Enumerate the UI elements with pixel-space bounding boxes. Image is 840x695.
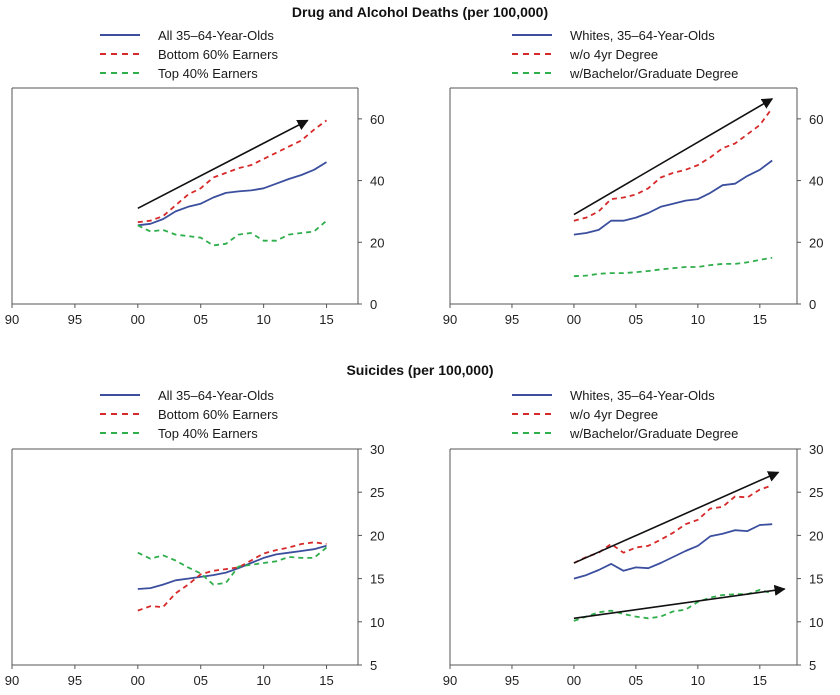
su-whites-ytick-label-5: 5 xyxy=(809,658,816,673)
da-all-xtick-label-1990: 90 xyxy=(5,312,19,327)
da-whites-xtick-label-2010: 10 xyxy=(691,312,705,327)
section-title-suicides: Suicides (per 100,000) xyxy=(346,362,493,378)
da-whites-ytick-label-0: 0 xyxy=(809,297,816,312)
su-all-ytick-label-25: 25 xyxy=(370,485,384,500)
su-whites-ytick-label-15: 15 xyxy=(809,572,823,587)
su-whites-xtick-label-2015: 15 xyxy=(753,673,767,688)
su-whites-legend-label-w-o-4yr-degree: w/o 4yr Degree xyxy=(569,407,658,422)
su-all-xtick-label-2015: 15 xyxy=(319,673,333,688)
su-all-xtick-label-2005: 05 xyxy=(193,673,207,688)
da-whites-series-whites-35-64-year-olds xyxy=(573,159,773,236)
panel-suicides-whites: 5 10 15 20 25 30 90 95 00 05 10 15 Whites, 35–64-Yea… xyxy=(443,388,824,688)
su-all-legend-label-bottom-60-earners: Bottom 60% Earners xyxy=(158,407,278,422)
da-all-series-all-35-64-year-olds xyxy=(137,161,327,227)
su-whites-series-w-o-4yr-degree xyxy=(573,484,773,564)
su-whites-legend-label-whites-35-64-year-olds: Whites, 35–64-Year-Olds xyxy=(570,388,715,403)
da-all-xtick-label-2000: 00 xyxy=(131,312,145,327)
da-whites-xtick-label-1995: 95 xyxy=(505,312,519,327)
su-all-series-top-40-earners xyxy=(137,546,328,586)
da-all-xtick-label-2015: 15 xyxy=(319,312,333,327)
su-whites-ytick-label-30: 30 xyxy=(809,442,823,457)
da-all-legend-label-all-35-64-year-olds: All 35–64-Year-Olds xyxy=(158,28,274,43)
su-whites-xtick-label-1995: 95 xyxy=(505,673,519,688)
da-whites-xtick-label-2005: 05 xyxy=(629,312,643,327)
su-whites-xtick-label-2000: 00 xyxy=(567,673,581,688)
su-all-xtick-label-2000: 00 xyxy=(131,673,145,688)
da-all-ytick-label-40: 40 xyxy=(370,174,384,189)
da-all-series-bottom-60-earners xyxy=(137,119,328,224)
su-all-series-all-35-64-year-olds xyxy=(137,544,327,590)
su-all-legend-label-top-40-earners: Top 40% Earners xyxy=(158,426,258,441)
su-whites-ytick-label-10: 10 xyxy=(809,615,823,630)
da-whites-trend-arrow-1 xyxy=(573,98,774,216)
da-all-ytick-label-60: 60 xyxy=(370,112,384,127)
da-all-xtick-label-2005: 05 xyxy=(193,312,207,327)
da-whites-legend-label-w-bachelor-graduate-degree: w/Bachelor/Graduate Degree xyxy=(569,66,738,81)
su-whites-ytick-label-25: 25 xyxy=(809,485,823,500)
da-whites-xtick-label-2015: 15 xyxy=(753,312,767,327)
su-all-ytick-label-15: 15 xyxy=(370,572,384,587)
su-all-legend-label-all-35-64-year-olds: All 35–64-Year-Olds xyxy=(158,388,274,403)
su-all-ytick-label-10: 10 xyxy=(370,615,384,630)
su-all-ytick-label-20: 20 xyxy=(370,528,384,543)
su-whites-series-whites-35-64-year-olds xyxy=(573,523,773,580)
su-whites-xtick-label-2005: 05 xyxy=(629,673,643,688)
da-whites-ytick-label-60: 60 xyxy=(809,112,823,127)
da-all-legend-label-top-40-earners: Top 40% Earners xyxy=(158,66,258,81)
su-all-xtick-label-1995: 95 xyxy=(68,673,82,688)
da-whites-legend-label-w-o-4yr-degree: w/o 4yr Degree xyxy=(569,47,658,62)
da-all-ytick-label-20: 20 xyxy=(370,235,384,250)
da-whites-series-w-o-4yr-degree xyxy=(573,107,773,222)
su-whites-legend-label-w-bachelor-graduate-degree: w/Bachelor/Graduate Degree xyxy=(569,426,738,441)
su-whites-trend-arrow-1 xyxy=(573,471,780,564)
panel-suicides-all: 5 10 15 20 25 30 90 95 00 05 10 15 All 35–64-Year-Ol… xyxy=(5,388,385,688)
da-all-trend-arrow-1 xyxy=(137,119,309,210)
panel-drug-alcohol-all: 0 20 40 60 90 95 00 05 10 15 All 35–64-Year-Olds Bo… xyxy=(5,28,385,327)
da-all-series-top-40-earners xyxy=(137,220,328,247)
su-whites-xtick-label-2010: 10 xyxy=(691,673,705,688)
da-all-ytick-label-0: 0 xyxy=(370,297,377,312)
su-whites-trend-arrow-2 xyxy=(573,584,786,620)
da-whites-legend-label-whites-35-64-year-olds: Whites, 35–64-Year-Olds xyxy=(570,28,715,43)
su-whites-ytick-label-20: 20 xyxy=(809,528,823,543)
section-title-drug-alcohol: Drug and Alcohol Deaths (per 100,000) xyxy=(292,4,548,20)
panel-drug-alcohol-whites: 0 20 40 60 90 95 00 05 10 15 Whites, 35–64-Year-Ol… xyxy=(443,28,824,327)
su-all-series-bottom-60-earners xyxy=(137,541,327,612)
su-all-xtick-label-2010: 10 xyxy=(256,673,270,688)
su-all-ytick-label-5: 5 xyxy=(370,658,377,673)
da-whites-ytick-label-40: 40 xyxy=(809,174,823,189)
da-all-xtick-label-1995: 95 xyxy=(68,312,82,327)
su-whites-xtick-label-1990: 90 xyxy=(443,673,457,688)
da-all-xtick-label-2010: 10 xyxy=(256,312,270,327)
da-whites-xtick-label-1990: 90 xyxy=(443,312,457,327)
su-all-ytick-label-30: 30 xyxy=(370,442,384,457)
da-whites-ytick-label-20: 20 xyxy=(809,235,823,250)
da-whites-series-w-bachelor-graduate-degree xyxy=(573,256,773,278)
su-all-xtick-label-1990: 90 xyxy=(5,673,19,688)
da-whites-xtick-label-2000: 00 xyxy=(567,312,581,327)
da-all-legend-label-bottom-60-earners: Bottom 60% Earners xyxy=(158,47,278,62)
su-whites-series-w-bachelor-graduate-degree xyxy=(573,588,773,622)
